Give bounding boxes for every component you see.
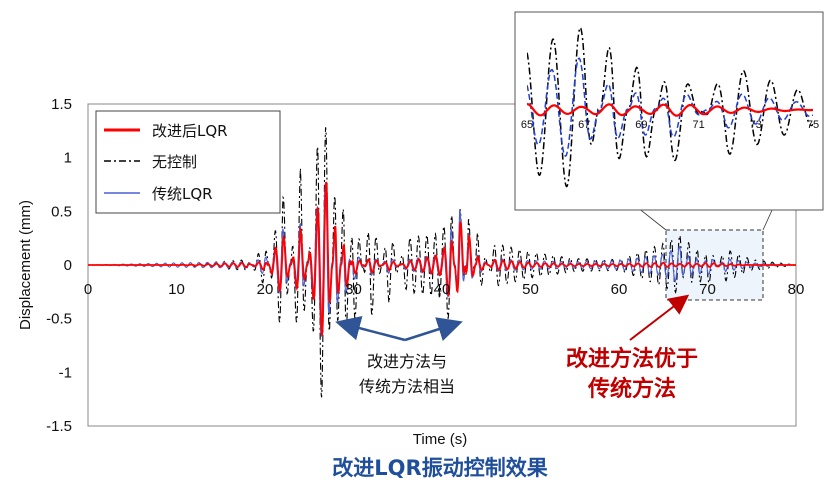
legend-label-improved: 改进后LQR	[152, 122, 228, 140]
inset-tick-labels: 65 67 69 71 73 75	[521, 119, 819, 131]
y-axis-label: Displacement (mm)	[17, 200, 34, 330]
arrow-to-zoom-region	[629, 294, 690, 341]
y-tick-label: 1	[64, 150, 72, 167]
x-tick-label: 80	[788, 281, 805, 298]
inset-x-tick-label: 65	[521, 119, 533, 131]
y-tick-label: 0	[64, 257, 72, 274]
x-tick-label: 20	[257, 281, 274, 298]
figure-caption: 改进LQR振动控制效果	[332, 456, 547, 480]
legend-label-uncontrolled: 无控制	[152, 153, 197, 171]
x-tick-label: 30	[345, 281, 362, 298]
legend: 改进后LQR 无控制 传统LQR	[95, 110, 281, 214]
series-improved-lqr	[88, 181, 796, 336]
inset-x-tick-label: 67	[578, 119, 590, 131]
x-tick-label: 70	[699, 281, 716, 298]
legend-box	[95, 110, 281, 214]
inset-series-traditional-lqr	[527, 57, 813, 158]
x-tick-label: 0	[84, 281, 92, 298]
arrow-to-peak-42	[404, 317, 463, 342]
annotation-better-line1: 改进方法优于	[566, 346, 698, 372]
inset-x-tick-label: 75	[807, 119, 819, 131]
legend-label-traditional: 传统LQR	[152, 185, 213, 203]
arrow-to-peak-28	[335, 315, 406, 342]
y-tick-label: 0.5	[51, 203, 72, 220]
inset-series-uncontrolled	[527, 26, 813, 188]
inset-series-group	[527, 26, 813, 188]
main-series-group	[88, 127, 796, 398]
y-tick-labels: 1.5 1 0.5 0 -0.5 -1 -1.5	[46, 96, 72, 435]
x-tick-label: 60	[611, 281, 628, 298]
x-tick-label: 40	[434, 281, 451, 298]
annotation-better-line2: 传统方法	[587, 376, 676, 402]
y-tick-label: -1	[59, 364, 72, 381]
x-tick-label: 50	[522, 281, 539, 298]
annotation-similar-line1: 改进方法与	[367, 352, 447, 371]
inset-x-tick-label: 71	[692, 119, 704, 131]
inset-x-tick-label: 69	[635, 119, 647, 131]
annotation-similar-line2: 传统方法相当	[359, 377, 455, 396]
x-axis-label: Time (s)	[413, 431, 467, 448]
inset-series-improved-lqr	[527, 102, 813, 117]
y-tick-label: -0.5	[46, 311, 72, 328]
x-tick-labels: 0 10 20 30 40 50 60 70 80	[84, 281, 805, 298]
y-tick-label: -1.5	[46, 418, 72, 435]
inset-x-tick-label: 73	[750, 119, 762, 131]
y-tick-label: 1.5	[51, 96, 72, 113]
x-tick-label: 10	[168, 281, 185, 298]
